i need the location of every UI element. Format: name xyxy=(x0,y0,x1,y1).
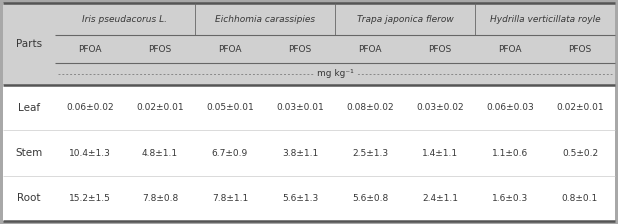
Text: 7.8±1.1: 7.8±1.1 xyxy=(212,194,248,203)
Text: 2.4±1.1: 2.4±1.1 xyxy=(422,194,458,203)
Text: Eichhomia carassipies: Eichhomia carassipies xyxy=(215,15,315,24)
Text: 2.5±1.3: 2.5±1.3 xyxy=(352,149,388,157)
Text: 0.06±0.02: 0.06±0.02 xyxy=(66,103,114,112)
Text: 1.4±1.1: 1.4±1.1 xyxy=(422,149,458,157)
Text: PFOA: PFOA xyxy=(498,45,522,54)
Text: 7.8±0.8: 7.8±0.8 xyxy=(142,194,178,203)
Text: PFOA: PFOA xyxy=(78,45,102,54)
Text: mg kg⁻¹: mg kg⁻¹ xyxy=(316,69,353,78)
Text: 10.4±1.3: 10.4±1.3 xyxy=(69,149,111,157)
Text: 15.2±1.5: 15.2±1.5 xyxy=(69,194,111,203)
Text: 0.05±0.01: 0.05±0.01 xyxy=(206,103,254,112)
Text: 0.03±0.02: 0.03±0.02 xyxy=(416,103,464,112)
Text: PFOS: PFOS xyxy=(569,45,591,54)
Text: Root: Root xyxy=(17,193,41,203)
Text: 0.5±0.2: 0.5±0.2 xyxy=(562,149,598,157)
Text: PFOS: PFOS xyxy=(148,45,172,54)
Text: 1.1±0.6: 1.1±0.6 xyxy=(492,149,528,157)
Text: 0.8±0.1: 0.8±0.1 xyxy=(562,194,598,203)
Text: PFOA: PFOA xyxy=(358,45,382,54)
Text: 0.06±0.03: 0.06±0.03 xyxy=(486,103,534,112)
Text: 0.02±0.01: 0.02±0.01 xyxy=(556,103,604,112)
Text: Parts: Parts xyxy=(16,39,42,49)
Text: Iris pseudacorus L.: Iris pseudacorus L. xyxy=(82,15,167,24)
Text: 4.8±1.1: 4.8±1.1 xyxy=(142,149,178,157)
Text: 5.6±0.8: 5.6±0.8 xyxy=(352,194,388,203)
Text: Trapa japonica flerow: Trapa japonica flerow xyxy=(357,15,454,24)
Text: 5.6±1.3: 5.6±1.3 xyxy=(282,194,318,203)
Polygon shape xyxy=(3,3,615,85)
Text: PFOA: PFOA xyxy=(218,45,242,54)
Text: 0.03±0.01: 0.03±0.01 xyxy=(276,103,324,112)
Text: 1.6±0.3: 1.6±0.3 xyxy=(492,194,528,203)
Text: PFOS: PFOS xyxy=(428,45,452,54)
Text: PFOS: PFOS xyxy=(289,45,311,54)
Text: 3.8±1.1: 3.8±1.1 xyxy=(282,149,318,157)
Polygon shape xyxy=(3,85,615,221)
Text: 0.08±0.02: 0.08±0.02 xyxy=(346,103,394,112)
Text: 6.7±0.9: 6.7±0.9 xyxy=(212,149,248,157)
Text: 0.02±0.01: 0.02±0.01 xyxy=(136,103,184,112)
Text: Stem: Stem xyxy=(15,148,43,158)
Text: Hydrilla verticillata royle: Hydrilla verticillata royle xyxy=(489,15,600,24)
Text: Leaf: Leaf xyxy=(18,103,40,113)
